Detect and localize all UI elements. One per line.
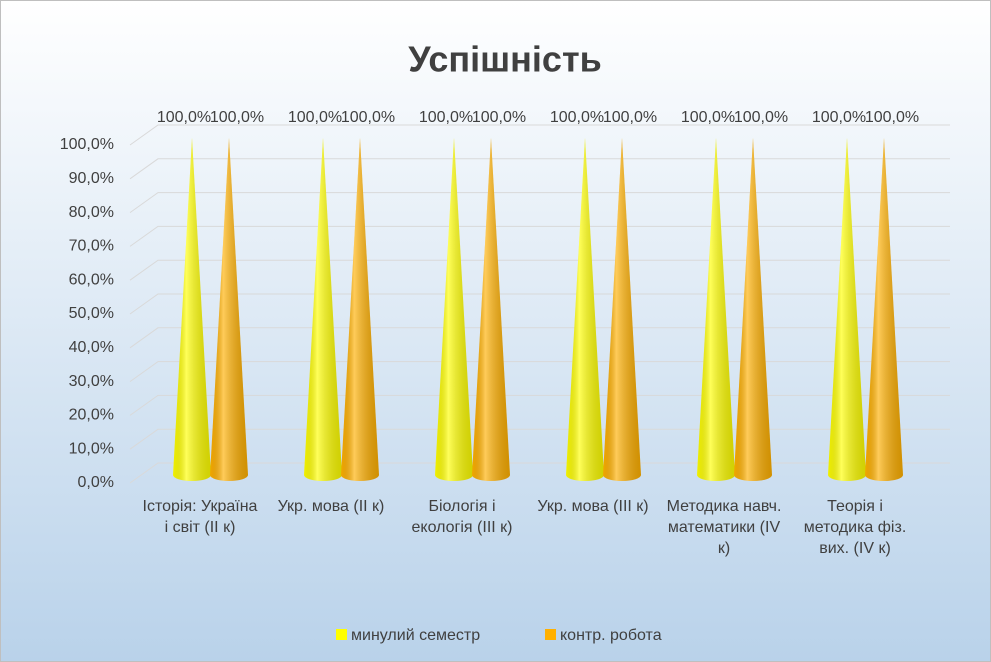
data-label: 100,0%: [419, 109, 473, 126]
y-tick-label: 40,0%: [69, 339, 114, 356]
cone-shade: [173, 138, 211, 481]
data-label: 100,0%: [288, 109, 342, 126]
legend-label: минулий семестр: [351, 627, 480, 644]
data-label: 100,0%: [210, 109, 264, 126]
data-label: 100,0%: [341, 109, 395, 126]
y-tick-label: 20,0%: [69, 407, 114, 424]
chart-title: Успішність: [408, 39, 601, 80]
x-tick-label: Теорія і методика фіз. вих. (IV к): [803, 498, 907, 557]
x-tick-label: Історія: Україна і світ (ІІ к): [142, 498, 258, 536]
cone-shade: [341, 138, 379, 481]
x-tick-label: Біологія і екологія (ІІІ к): [411, 498, 513, 536]
data-label: 100,0%: [812, 109, 866, 126]
grid-line: [129, 124, 950, 146]
data-label: 100,0%: [472, 109, 526, 126]
y-tick-label: 70,0%: [69, 238, 114, 255]
y-tick-label: 50,0%: [69, 305, 114, 322]
cone-shade: [210, 138, 248, 481]
grid-line: [129, 259, 950, 281]
y-tick-label: 10,0%: [69, 440, 114, 457]
data-label: 100,0%: [734, 109, 788, 126]
grid-line: [129, 327, 950, 349]
y-tick-label: 80,0%: [69, 204, 114, 221]
legend-swatch: [545, 629, 556, 640]
cone-shade: [435, 138, 473, 481]
grid-line: [129, 428, 950, 450]
data-label: 100,0%: [603, 109, 657, 126]
x-tick-label: Методика навч. математики (IV к): [666, 498, 782, 557]
x-tick-label: Укр. мова (ІІ к): [277, 498, 385, 515]
grid-line: [129, 158, 950, 180]
cone-shade: [828, 138, 866, 481]
y-tick-label: 0,0%: [78, 474, 114, 491]
grid-line: [129, 462, 950, 484]
legend-label: контр. робота: [560, 627, 662, 644]
grid-line: [129, 394, 950, 416]
y-tick-label: 30,0%: [69, 373, 114, 390]
grid-line: [129, 225, 950, 247]
grid-line: [129, 192, 950, 214]
cone-shade: [865, 138, 903, 481]
grid-line: [129, 361, 950, 383]
data-label: 100,0%: [157, 109, 211, 126]
y-tick-label: 100,0%: [60, 136, 114, 153]
cone-shade: [566, 138, 604, 481]
cone-shade: [472, 138, 510, 481]
cone-shade: [734, 138, 772, 481]
y-tick-label: 60,0%: [69, 271, 114, 288]
data-label: 100,0%: [550, 109, 604, 126]
grid-line: [129, 293, 950, 315]
cone-shade: [697, 138, 735, 481]
legend-swatch: [336, 629, 347, 640]
y-tick-label: 90,0%: [69, 170, 114, 187]
x-tick-label: Укр. мова (ІІІ к): [537, 498, 649, 515]
cone-shade: [304, 138, 342, 481]
cone-shade: [603, 138, 641, 481]
data-label: 100,0%: [681, 109, 735, 126]
data-label: 100,0%: [865, 109, 919, 126]
